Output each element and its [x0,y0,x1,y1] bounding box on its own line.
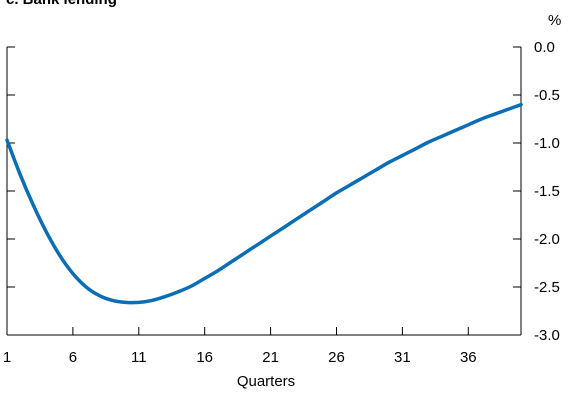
x-tick-label: 36 [460,349,477,366]
series-line [5,102,523,305]
y-tick-label: -1.0 [534,135,560,152]
unit-label: % [548,12,562,29]
y-tick-label: -1.5 [534,183,560,200]
x-tick-label: 16 [196,349,213,366]
x-tick-label: 6 [69,349,77,366]
axes: 0.0-0.5-1.0-1.5-2.0-2.5-3.01 6 11 16 21 26 31 3… [3,39,560,366]
y-tick-label: -2.5 [534,279,560,296]
y-tick-label: -3.0 [534,327,560,344]
x-tick-label: 1 [3,349,11,366]
series-lines [5,102,523,305]
x-tick-label: 26 [328,349,345,366]
x-tick-label: 11 [131,349,147,366]
chart-title: c. Bank lending [6,0,117,8]
y-tick-label: -0.5 [534,87,560,104]
x-axis-label: Quarters [236,373,296,390]
y-tick-label: -2.0 [534,231,560,248]
y-tick-label: 0.0 [534,39,555,56]
x-tick-label: 31 [394,349,411,366]
x-tick-label: 21 [262,349,279,366]
